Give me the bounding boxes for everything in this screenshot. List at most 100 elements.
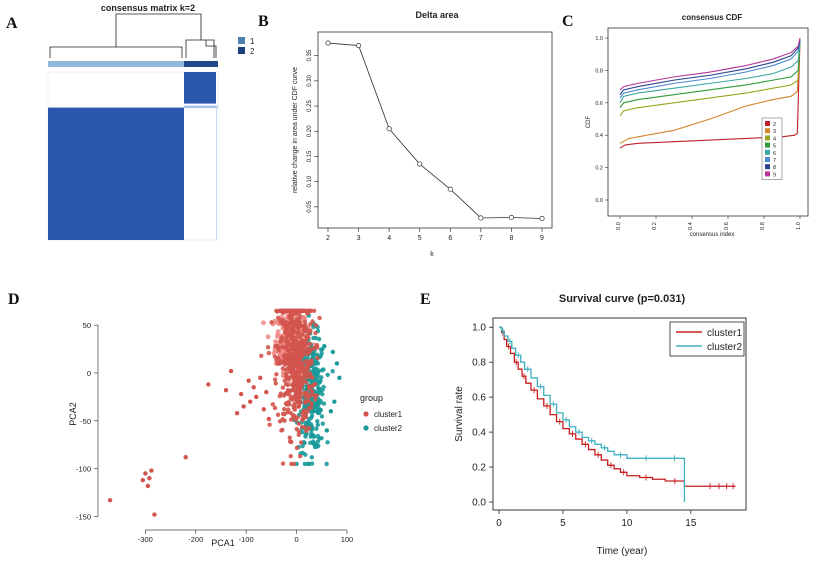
point-cluster1 [288,319,294,325]
legend-label-k2: 2 [773,122,776,128]
panel-e-ylabel: Survival rate [454,386,465,442]
cluster-bar-2 [184,61,218,67]
panel-d-ylabel: PCA2 [68,402,78,426]
legend-label-k5: 5 [773,144,776,150]
point-cluster2 [316,436,322,441]
point-cluster2 [305,461,311,467]
legend-label-1: 1 [250,37,255,46]
point-cluster1 [303,380,309,385]
point-cluster1 [280,411,286,417]
matrix-block-1 [48,107,184,240]
point-cluster1 [274,308,279,313]
point-cluster1 [310,375,315,380]
point-cluster2 [330,349,336,355]
x-tick-label: 6 [448,235,452,242]
legend-swatch-k6 [765,149,770,155]
point-cluster1 [285,375,290,381]
panel-e-title: Survival curve (p=0.031) [559,293,686,305]
point-cluster1 [280,385,286,390]
dendrogram-branch [205,40,217,58]
point-cluster1 [272,377,278,382]
point-cluster1 [305,329,310,334]
point-cluster2 [308,422,314,427]
x-tick-label: 3 [357,235,361,242]
legend-label-k6: 6 [773,151,776,157]
panel-d-axes: -300 -200 -100 0 100 -150 -100 -50 0 50 [76,321,353,544]
point-cluster2 [325,372,330,378]
y-tick-label: 1.0 [472,323,486,334]
point-cluster2 [315,418,320,424]
cdf-line-k2 [619,39,801,149]
legend-label-cluster1: cluster1 [374,410,403,419]
panel-e-series [499,326,736,502]
legend-box [761,117,783,180]
panel-c-ylabel: CDF [586,116,592,129]
point-cluster1 [290,359,295,364]
point-cluster1 [265,345,271,350]
point-cluster1 [223,388,229,393]
point-cluster1 [277,308,283,313]
x-tick-label: 8 [509,235,513,242]
panel-letter-c: C [562,13,574,30]
point-cluster1 [309,401,314,406]
point-cluster1 [285,382,291,388]
point-cluster1 [305,374,310,380]
point-cluster1 [288,417,294,422]
x-tick-label: 0.0 [616,222,622,230]
point-cluster1 [299,379,304,385]
point-cluster1 [287,435,292,440]
dendrogram-branch [49,46,183,58]
point-cluster2 [302,461,308,467]
point-cluster1 [183,454,188,460]
point-cluster1 [283,338,288,344]
panel-b-frame [317,31,553,229]
point-cluster2 [317,380,322,385]
point-cluster1 [272,405,278,411]
delta-area-point [478,215,484,221]
point-cluster1 [300,360,306,366]
panel-e-axes: 0 5 10 15 0.0 0.2 0.4 0.6 0.8 1.0 [472,323,697,529]
x-tick-label: 0.4 [688,222,694,230]
panel-b-axes: 2 3 4 5 6 7 8 9 0.05 0.10 0.15 0.20 0.25 0.30 0.35 [307,49,544,242]
point-cluster1 [278,391,284,396]
point-cluster1 [306,384,312,389]
point-cluster1 [265,334,271,340]
point-cluster1 [283,345,289,350]
point-cluster2 [312,441,317,447]
point-cluster1 [301,327,307,332]
point-cluster1 [299,424,305,430]
point-cluster1 [305,351,310,357]
point-cluster1 [317,315,322,321]
point-cluster1 [228,368,234,374]
point-cluster1 [292,370,297,375]
x-tick-label: 0.8 [760,222,766,230]
point-cluster2 [313,367,318,372]
point-cluster1 [302,319,308,325]
y-tick-label: 0.2 [472,463,486,474]
y-tick-label: 0.4 [595,133,603,139]
x-tick-label: 7 [479,235,483,242]
x-tick-label: 1.0 [796,222,802,230]
panel-b-series [325,40,545,222]
point-cluster1 [304,358,309,364]
point-cluster1 [145,483,151,489]
point-cluster2 [337,375,342,380]
y-tick-label: 0.35 [307,49,313,61]
point-cluster2 [311,352,317,357]
panel-e-xlabel: Time (year) [597,546,648,557]
x-tick-label: 0 [294,535,298,544]
delta-area-point [386,126,392,132]
point-cluster1 [288,308,294,313]
y-tick-label: 50 [83,321,91,330]
legend-swatch-k3 [765,128,770,134]
point-cluster1 [285,331,291,336]
x-tick-label: -300 [138,535,153,544]
point-cluster1 [305,409,310,415]
panel-letter-b: B [258,13,269,30]
y-tick-label: 0.6 [595,101,603,107]
y-tick-label: 0.6 [472,393,486,404]
point-cluster1 [292,405,297,410]
panel-c-title: consensus CDF [682,13,743,22]
panel-letter-d: D [8,291,20,308]
point-cluster1 [282,378,287,383]
